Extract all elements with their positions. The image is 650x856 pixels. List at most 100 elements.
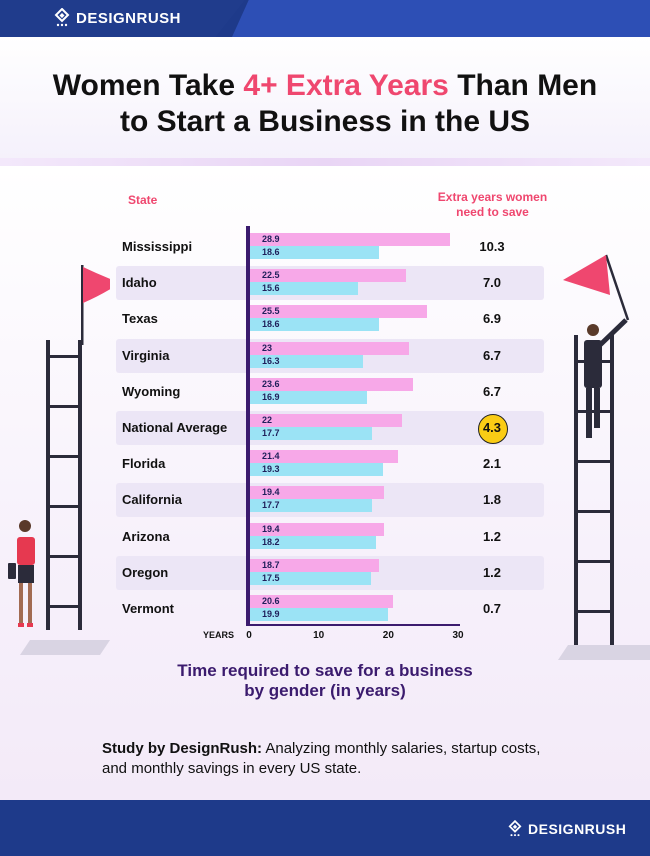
bar-men	[249, 354, 363, 368]
extra-years-value: 6.7	[482, 347, 502, 363]
brand-logo: DESIGNRUSH	[54, 8, 181, 28]
bar-men-label: 15.6	[262, 283, 280, 294]
bar-men-label: 16.3	[262, 355, 280, 366]
bar-men	[249, 499, 373, 513]
footer-brand-logo: DESIGNRUSH	[508, 820, 626, 838]
footer-brand-name: DESIGNRUSH	[528, 821, 627, 837]
header-extra-line1: Extra years women	[437, 190, 548, 204]
bar-women	[249, 233, 451, 246]
x-axis-label: YEARS	[203, 630, 235, 640]
page-title-line1: Women Take 4+ Extra Years Than Men	[0, 68, 650, 104]
bar-women-label: 23.6	[262, 378, 280, 389]
divider-stripe	[0, 158, 650, 166]
extra-years-value: 0.7	[482, 601, 502, 616]
bar-men-label: 18.6	[262, 319, 280, 330]
bar-women-label: 22	[262, 415, 273, 425]
woman-ladder-illustration	[8, 265, 110, 655]
x-tick-label: 0	[246, 630, 252, 641]
header-extra-years: Extra years women need to save	[415, 190, 570, 220]
bar-men-label: 18.2	[262, 536, 280, 547]
title-zone	[0, 37, 650, 165]
state-label: National Average	[122, 420, 228, 435]
header-extra-line2: need to save	[456, 205, 529, 219]
bar-women	[249, 269, 406, 283]
extra-years-value: 6.7	[482, 383, 502, 399]
bar-women	[249, 414, 403, 427]
bar-men-label: 19.9	[262, 609, 280, 619]
bar-men-label: 17.7	[262, 500, 280, 511]
state-label: Arizona	[122, 528, 170, 544]
page-title-line2: to Start a Business in the US	[119, 105, 531, 138]
bar-women	[249, 595, 393, 608]
bar-men-label: 18.6	[262, 247, 280, 257]
state-label: Oregon	[122, 564, 169, 580]
bar-men	[249, 318, 379, 332]
bar-men	[249, 463, 384, 477]
extra-years-value: 10.3	[479, 239, 505, 254]
bar-women-label: 19.4	[262, 487, 280, 498]
caption-line2: by gender (in years)	[244, 681, 406, 700]
footer-bar: DESIGNRUSH	[0, 800, 650, 856]
extra-years-value: 1.8	[482, 492, 502, 508]
caption-line1: Time required to save for a business	[177, 661, 473, 680]
bar-women-label: 20.6	[262, 596, 280, 606]
state-label: Mississippi	[122, 239, 193, 254]
highlight-circle	[478, 414, 508, 444]
bar-women	[249, 486, 385, 500]
bar-women	[249, 305, 427, 319]
top-bar-tab	[0, 0, 245, 37]
x-tick-label: 30	[452, 630, 464, 641]
state-label: Florida	[122, 456, 166, 472]
header-state: State	[128, 193, 158, 207]
extra-years-value: 1.2	[482, 564, 502, 580]
bar-men	[249, 427, 373, 440]
bar-men	[249, 535, 376, 549]
bar-women	[249, 377, 414, 391]
man-ladder-illustration	[558, 254, 650, 660]
chart-caption: Time required to save for a business by …	[0, 661, 650, 701]
state-label: Idaho	[122, 275, 157, 291]
designrush-logo-icon	[508, 820, 522, 837]
bar-women-label: 22.5	[262, 270, 280, 281]
state-label: Texas	[122, 311, 158, 327]
bar-women	[249, 450, 399, 464]
designrush-logo-icon	[54, 8, 70, 27]
y-axis-line	[246, 226, 250, 626]
bar-men	[249, 390, 367, 404]
extra-years-value: 4.3	[482, 420, 502, 435]
brand-name: DESIGNRUSH	[76, 9, 182, 27]
title-part1: Women Take	[52, 69, 244, 102]
study-bold: Study by DesignRush:	[102, 740, 263, 757]
extra-years-value: 2.1	[482, 456, 502, 472]
bar-men-label: 17.5	[262, 572, 280, 583]
bar-women-label: 18.7	[262, 559, 280, 570]
state-label: Virginia	[122, 347, 170, 363]
bar-men	[249, 282, 358, 296]
bar-men	[249, 608, 388, 621]
bar-women-label: 25.5	[262, 306, 280, 317]
bar-men	[249, 246, 379, 259]
bar-men-label: 16.9	[262, 391, 280, 402]
extra-years-value: 6.9	[482, 311, 502, 327]
state-label: Wyoming	[122, 383, 181, 399]
extra-years-value: 7.0	[482, 275, 502, 291]
bar-women-label: 23	[262, 342, 273, 353]
bar-women	[249, 341, 410, 355]
bar-women	[249, 558, 380, 572]
bar-women-label: 21.4	[262, 451, 280, 462]
title-highlight: 4+ Extra Years	[243, 69, 449, 102]
title-part2: Than Men	[448, 69, 598, 102]
top-bar-band	[232, 0, 650, 37]
bar-women-label: 28.9	[262, 234, 280, 244]
bar-men-label: 17.7	[262, 428, 280, 438]
bar-women	[249, 522, 385, 536]
study-text: Analyzing monthly salaries, startup cost…	[102, 740, 541, 777]
top-bar: DESIGNRUSH	[0, 0, 650, 37]
bar-men	[249, 571, 371, 585]
x-tick-label: 20	[382, 630, 394, 641]
bar-women-label: 19.4	[262, 523, 280, 534]
state-label: California	[122, 492, 182, 508]
state-label: Vermont	[122, 601, 175, 616]
bar-men-label: 19.3	[262, 464, 280, 475]
